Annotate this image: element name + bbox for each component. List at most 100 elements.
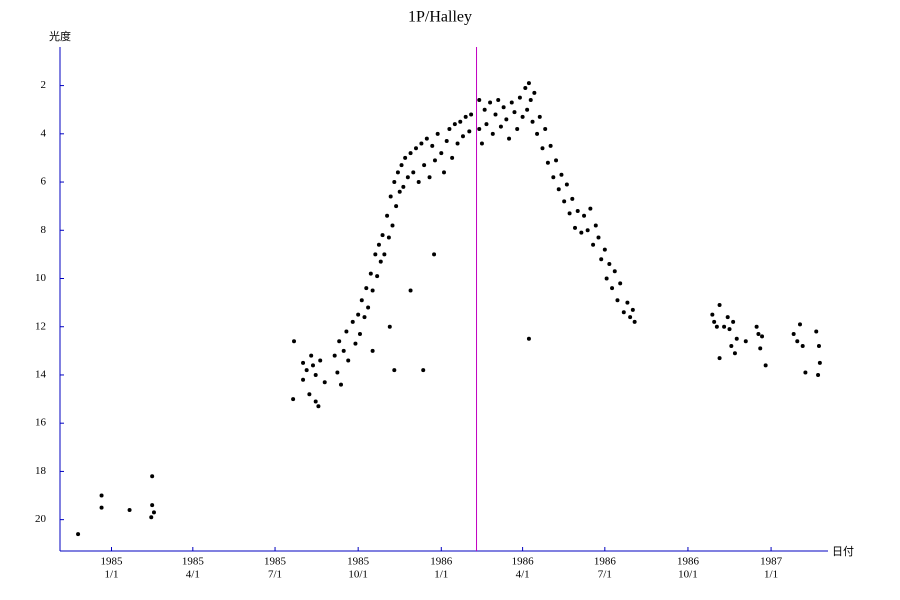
- data-point: [401, 184, 406, 189]
- data-point: [353, 341, 358, 346]
- data-point: [717, 303, 722, 308]
- x-tick-label: 1986: [594, 556, 617, 568]
- chart-title: 1P/Halley: [408, 9, 472, 26]
- data-point: [337, 339, 342, 344]
- data-point: [435, 131, 440, 136]
- y-tick-label: 14: [35, 368, 47, 380]
- data-point: [344, 329, 349, 334]
- data-point: [729, 344, 734, 349]
- data-point: [564, 182, 569, 187]
- data-point: [517, 95, 522, 100]
- data-point: [515, 126, 520, 131]
- data-point: [493, 112, 498, 117]
- data-point: [292, 339, 297, 344]
- data-point: [452, 122, 457, 127]
- data-point: [150, 474, 155, 479]
- data-point: [712, 319, 717, 324]
- x-tick-label: 1985: [101, 556, 124, 568]
- data-point: [385, 213, 390, 218]
- x-tick-label: 1/1: [434, 569, 448, 581]
- data-point: [403, 155, 408, 160]
- data-point: [373, 252, 378, 257]
- data-point: [582, 213, 587, 218]
- data-point: [301, 377, 306, 382]
- data-point: [397, 189, 402, 194]
- data-point: [628, 315, 633, 320]
- x-tick-label: 1986: [677, 556, 700, 568]
- data-point: [803, 370, 808, 375]
- data-point: [816, 372, 821, 377]
- data-point: [421, 368, 426, 373]
- data-point: [814, 329, 819, 334]
- data-point: [507, 136, 512, 141]
- data-point: [484, 122, 489, 127]
- data-point: [722, 324, 727, 329]
- data-point: [291, 397, 296, 402]
- data-point: [537, 114, 542, 119]
- data-point: [556, 187, 561, 192]
- data-point: [380, 233, 385, 238]
- data-point: [482, 107, 487, 112]
- data-point: [310, 363, 315, 368]
- data-point: [585, 228, 590, 233]
- data-point: [602, 247, 607, 252]
- data-point: [127, 508, 132, 513]
- data-point: [551, 175, 556, 180]
- data-point: [554, 158, 559, 163]
- data-point: [512, 110, 517, 115]
- data-point: [575, 208, 580, 213]
- data-point: [432, 158, 437, 163]
- data-point: [816, 344, 821, 349]
- data-point: [593, 223, 598, 228]
- data-point: [530, 119, 535, 124]
- data-point: [570, 196, 575, 201]
- data-point: [756, 331, 761, 336]
- data-point: [632, 319, 637, 324]
- data-point: [604, 276, 609, 281]
- data-point: [760, 334, 765, 339]
- data-point: [422, 163, 427, 168]
- data-point: [419, 141, 424, 146]
- data-point: [408, 288, 413, 293]
- x-tick-label: 7/1: [598, 569, 612, 581]
- data-point: [734, 336, 739, 341]
- data-point: [758, 346, 763, 351]
- data-point: [710, 312, 715, 317]
- x-tick-label: 1986: [430, 556, 453, 568]
- data-point: [467, 129, 472, 134]
- data-point: [528, 98, 533, 103]
- data-point: [525, 107, 530, 112]
- data-point: [313, 372, 318, 377]
- data-point: [504, 117, 509, 122]
- data-point: [618, 281, 623, 286]
- data-point: [509, 100, 514, 105]
- data-point: [520, 114, 525, 119]
- data-point: [607, 262, 612, 267]
- x-tick-label: 1985: [182, 556, 205, 568]
- data-point: [727, 327, 732, 332]
- y-tick-label: 12: [35, 320, 46, 332]
- data-point: [615, 298, 620, 303]
- data-point: [76, 532, 81, 537]
- y-tick-label: 10: [35, 272, 47, 284]
- data-point: [479, 141, 484, 146]
- data-point: [523, 85, 528, 90]
- data-point: [318, 358, 323, 363]
- x-tick-label: 1/1: [764, 569, 778, 581]
- data-point: [416, 180, 421, 185]
- data-point: [610, 286, 615, 291]
- data-point: [447, 126, 452, 131]
- data-point: [390, 223, 395, 228]
- data-point: [450, 155, 455, 160]
- data-point: [399, 163, 404, 168]
- data-point: [488, 100, 493, 105]
- x-tick-label: 10/1: [348, 569, 368, 581]
- data-point: [455, 141, 460, 146]
- x-tick-label: 1985: [264, 556, 287, 568]
- data-point: [304, 368, 309, 373]
- data-point: [501, 105, 506, 110]
- x-axis-label: 日付: [832, 545, 854, 558]
- data-point: [313, 399, 318, 404]
